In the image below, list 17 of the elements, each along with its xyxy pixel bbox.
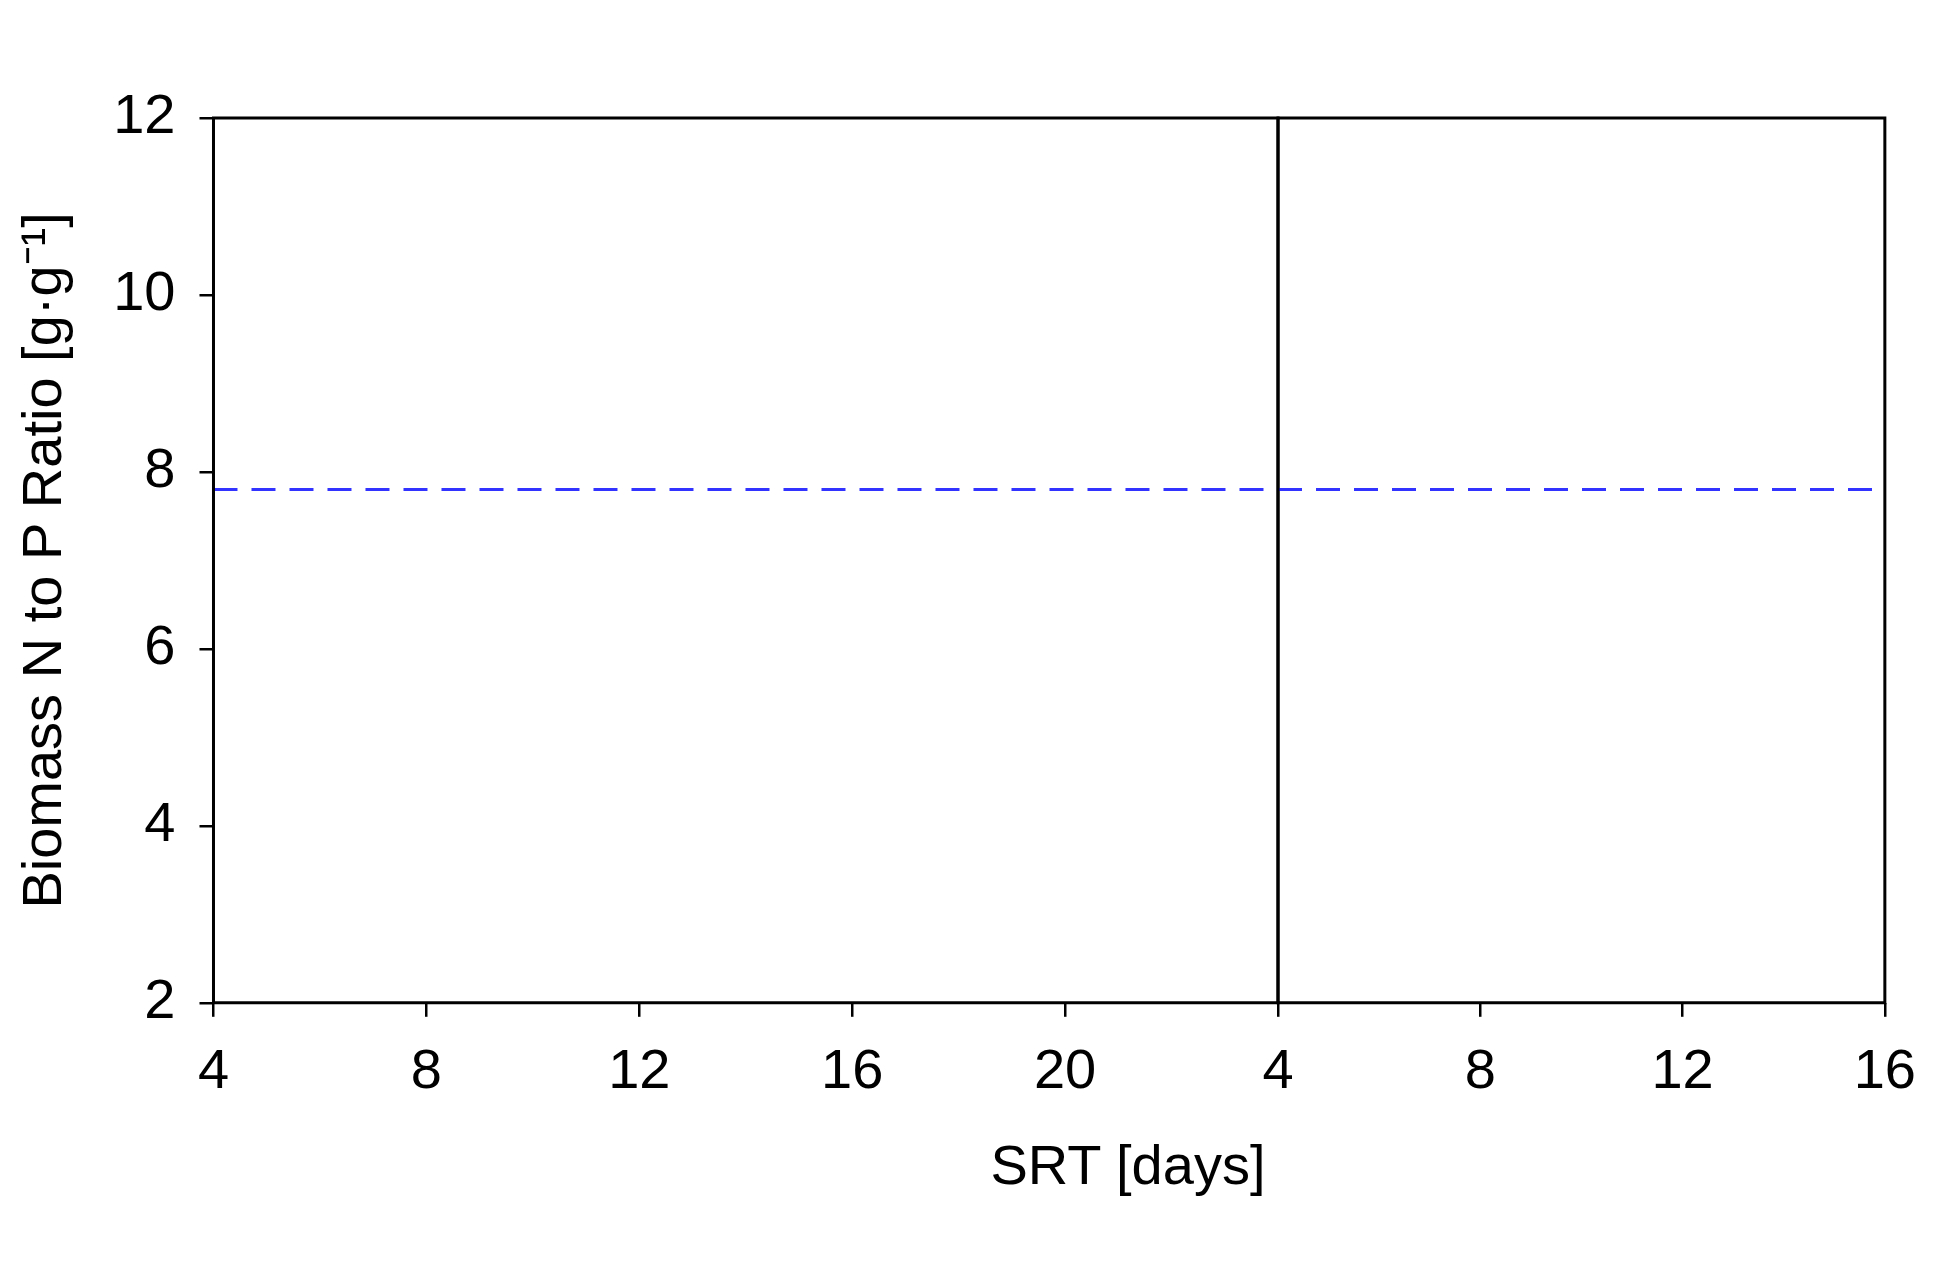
x-axis-title: SRT [days] <box>989 1132 1267 1197</box>
y-tick-label: 10 <box>113 259 176 323</box>
x-tick-label: 16 <box>1853 1036 1916 1100</box>
x-tick-label: 16 <box>821 1036 884 1100</box>
x-tick-label: 12 <box>608 1036 671 1100</box>
y-tick-label: 4 <box>144 790 176 854</box>
x-tick-label: 12 <box>1651 1036 1714 1100</box>
x-tick-label: 8 <box>410 1036 442 1100</box>
x-tick-label: 4 <box>1262 1036 1294 1100</box>
y-tick-label: 12 <box>113 82 176 146</box>
x-tick-label: 20 <box>1033 1036 1097 1100</box>
y-tick-label: 6 <box>144 613 176 677</box>
y-tick-label: 2 <box>144 967 176 1031</box>
x-tick-label: 8 <box>1464 1036 1496 1100</box>
y-tick-label: 8 <box>144 436 176 500</box>
x-tick-label: 4 <box>197 1036 230 1100</box>
y-axis-title: Biomass N to P Ratio [g·g⁻¹] <box>10 212 74 909</box>
